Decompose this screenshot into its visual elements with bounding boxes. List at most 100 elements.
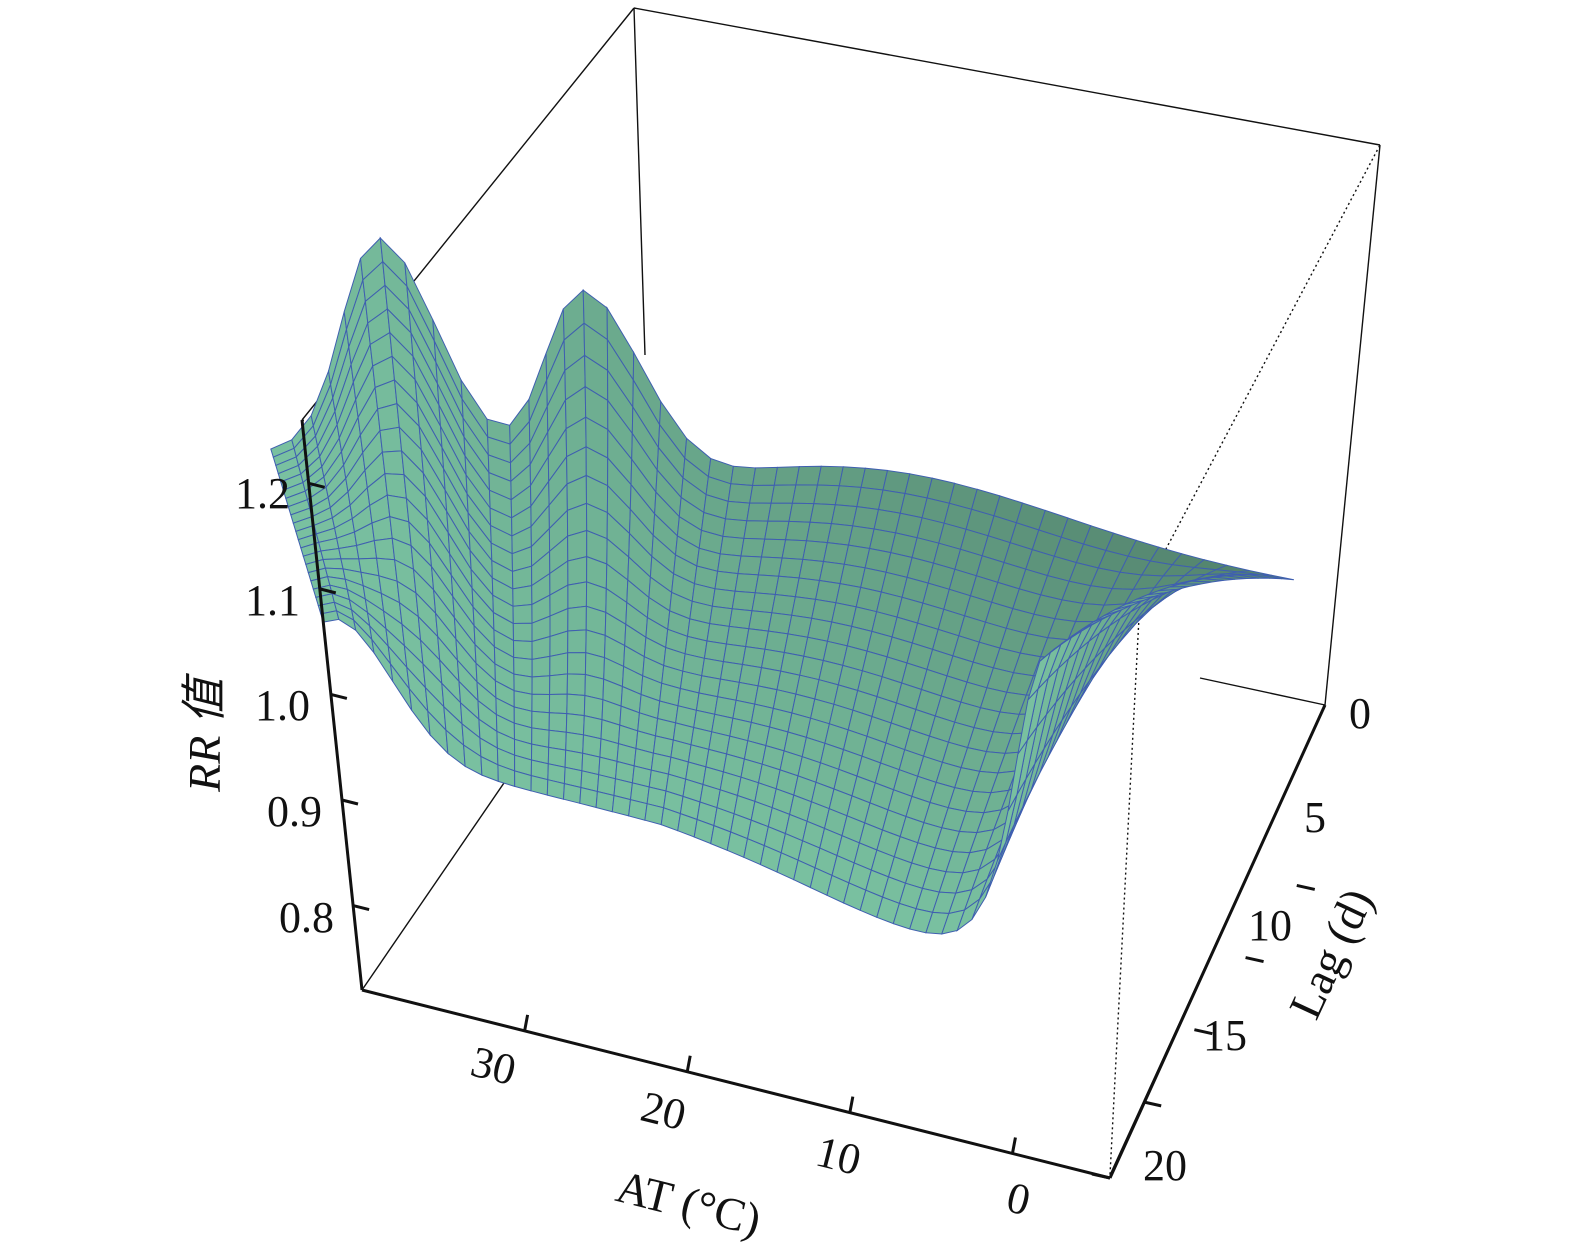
surface-cell: [338, 544, 360, 560]
y-tick-label: 15: [1203, 1011, 1247, 1060]
z-tick-label: 1.1: [245, 576, 300, 625]
surface-cell: [628, 798, 648, 821]
surface-cell: [567, 629, 587, 654]
surface-cell: [731, 590, 756, 612]
surface-cell: [373, 537, 396, 561]
y-axis-line: [1108, 704, 1327, 1179]
surface-cell: [751, 592, 776, 614]
surface-cell: [788, 502, 815, 523]
surface-cell: [785, 520, 811, 542]
surface-cell: [795, 465, 822, 486]
tick-mark: [523, 1014, 530, 1032]
surface-cell: [754, 574, 780, 596]
tick-mark: [1010, 1137, 1017, 1154]
surface-cell: [717, 553, 742, 575]
surface-cell: [727, 483, 754, 504]
surface-cell: [719, 535, 745, 557]
y-tick-label: 0: [1349, 689, 1371, 738]
surface-cell: [767, 502, 794, 522]
tick-mark: [308, 481, 326, 489]
surface-cell: [781, 539, 808, 560]
surface-cell: [778, 557, 804, 579]
tick-mark: [1296, 883, 1316, 891]
surface-cell: [549, 652, 569, 677]
x-tick-label: 20: [636, 1082, 691, 1140]
surface-cell: [724, 500, 751, 522]
surface-cell: [546, 779, 565, 800]
surface-cell: [567, 555, 588, 586]
surface-cell: [764, 520, 790, 541]
surface-cell: [567, 605, 587, 632]
surface-cell: [531, 710, 550, 731]
y-axis-title: Lag (d): [1279, 881, 1383, 1026]
surface-cell: [737, 555, 763, 576]
tick-mark: [352, 904, 370, 912]
x-tick-label: 10: [811, 1127, 866, 1185]
surface-cell: [714, 570, 739, 592]
surface-cell: [725, 625, 750, 648]
surface-cell: [565, 713, 585, 736]
surface-cell: [512, 585, 533, 607]
surface-cell: [549, 673, 569, 696]
surface-cell: [512, 639, 533, 660]
y-tick-label: 10: [1248, 901, 1292, 950]
surface-cell: [548, 729, 567, 751]
tick-mark: [1194, 1028, 1213, 1036]
axes: [300, 419, 1327, 1180]
x-tick-label: 0: [1002, 1172, 1035, 1225]
surface-cell: [706, 623, 730, 645]
y-tick-label: 20: [1143, 1141, 1187, 1190]
surface-cell: [567, 581, 588, 610]
box-edge-dotted: [1109, 597, 1141, 1176]
surface-cell: [566, 652, 587, 676]
surface-cell: [722, 518, 748, 539]
box-edge: [633, 7, 1381, 146]
x-axis-line: [361, 988, 1111, 1180]
surface-cell: [566, 693, 586, 717]
surface-cell: [384, 473, 407, 499]
surface-cell: [743, 520, 769, 540]
surface-cell: [752, 466, 778, 487]
hidden-box-edges: [301, 144, 1381, 1176]
box-edge-dotted: [1139, 144, 1381, 599]
surface-cell: [579, 786, 598, 809]
surface-cell: [531, 675, 551, 696]
box-edge: [1199, 677, 1326, 706]
surface-cell: [770, 484, 797, 504]
surface-cell: [791, 484, 819, 505]
surface-cell: [379, 426, 403, 453]
z-tick-label: 0.8: [279, 893, 334, 942]
surface-cell: [531, 655, 551, 678]
surface-cell: [816, 465, 844, 487]
tick-mark: [1142, 1100, 1162, 1108]
surface-cell: [748, 610, 773, 632]
surface-cell: [595, 790, 615, 813]
x-tick-label: 30: [466, 1037, 521, 1095]
surface-cell: [322, 558, 344, 570]
x-axis-title: AT (°C): [611, 1160, 766, 1245]
surface-cell: [512, 603, 533, 625]
surface-cell: [562, 782, 582, 804]
tick-mark: [1245, 956, 1264, 964]
z-tick-label: 0.9: [267, 787, 322, 836]
surface-cell: [512, 622, 533, 643]
surface-cell: [548, 693, 568, 715]
surface-cell: [567, 529, 588, 562]
z-tick-label: 1.2: [235, 469, 290, 518]
surface-cell: [377, 402, 400, 432]
surface-cell: [749, 484, 775, 504]
ticks: [308, 481, 1316, 1180]
surface-cell: [320, 547, 342, 561]
surface-cell: [566, 673, 586, 697]
rr-surface: [270, 236, 1294, 935]
z-tick-label: 1.0: [255, 681, 310, 730]
surface-cell: [1039, 640, 1066, 662]
surface-cell: [531, 693, 551, 714]
surface-cell: [745, 628, 769, 650]
box-edge: [361, 744, 531, 991]
surface-cell: [711, 588, 736, 610]
tick-mark: [341, 798, 359, 806]
surface-cell: [734, 573, 759, 594]
tick-mark: [848, 1096, 855, 1113]
